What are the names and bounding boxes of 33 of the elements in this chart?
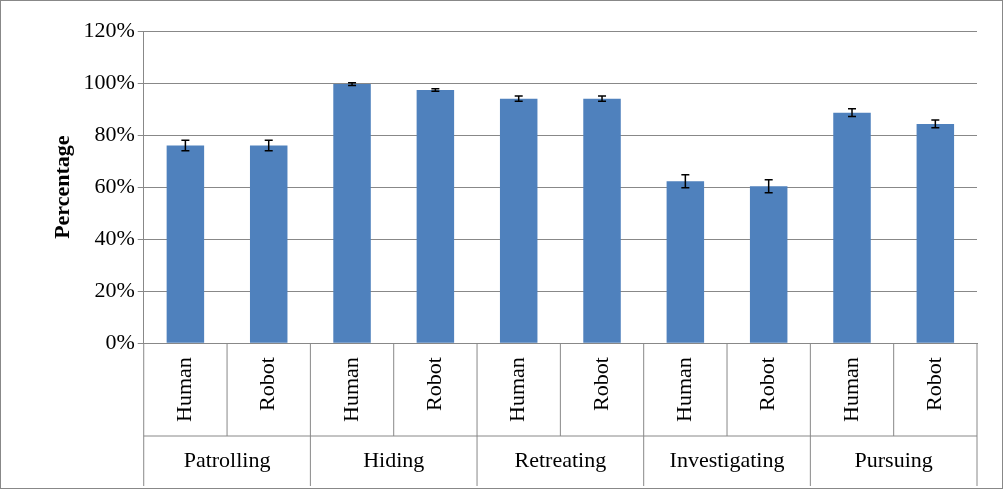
- x-tick-label: Robot: [421, 357, 447, 412]
- bar: [749, 186, 788, 343]
- text: Patrolling: [183, 446, 271, 472]
- y-tick-label: 0%: [105, 329, 135, 355]
- text: Pursuing: [854, 446, 933, 472]
- y-tick-label: 80%: [94, 120, 135, 146]
- y-tick-label: 120%: [83, 16, 135, 42]
- bar: [666, 181, 705, 343]
- bar: [916, 123, 955, 343]
- bar: [833, 112, 871, 343]
- text: Hiding: [363, 446, 425, 472]
- bar: [499, 98, 538, 343]
- y-tick-label: 20%: [94, 276, 135, 302]
- y-tick-label: 60%: [94, 172, 135, 198]
- bar: [333, 84, 371, 343]
- text: Retreating: [514, 446, 607, 472]
- x-tick-label: Human: [171, 357, 197, 422]
- x-tick-label: Human: [837, 357, 863, 422]
- x-tick-label: Human: [337, 357, 363, 422]
- bar: [166, 145, 205, 343]
- x-tick-label: Robot: [254, 357, 280, 412]
- y-tick-label: 100%: [83, 68, 135, 94]
- x-tick-label: Robot: [754, 357, 780, 412]
- y-axis-title: Percentage: [48, 135, 74, 239]
- x-tick-label: Robot: [587, 357, 613, 412]
- text: Investigating: [669, 446, 785, 472]
- bar: [249, 145, 288, 343]
- y-tick-label: 40%: [94, 224, 135, 250]
- bar: [416, 90, 455, 343]
- x-tick-label: Robot: [921, 357, 947, 412]
- x-tick-label: Human: [671, 357, 697, 422]
- x-tick-label: Human: [504, 357, 530, 422]
- bar: [583, 98, 621, 343]
